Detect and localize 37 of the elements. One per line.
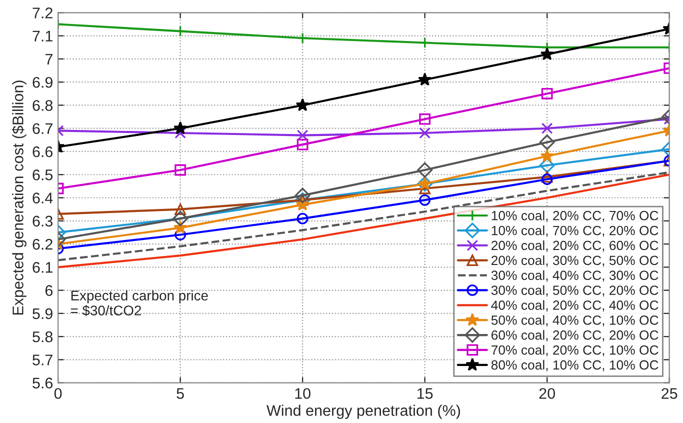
- legend-label: 70% coal, 20% CC, 10% OC: [492, 345, 658, 356]
- y-tick-label: 6.7: [32, 123, 52, 134]
- y-tick-label: 6.9: [32, 76, 52, 88]
- y-tick-label: 6.3: [32, 216, 53, 227]
- x-axis-title: Wind energy penetration (%): [266, 404, 460, 419]
- legend-label: 80% coal, 10% CC, 10% OC: [491, 360, 658, 372]
- y-tick-label: 6.4: [32, 192, 53, 204]
- legend-label: 30% coal, 40% CC, 30% OC: [491, 270, 658, 282]
- y-tick-label: 6.1: [32, 262, 52, 273]
- y-tick-label: 5.6: [32, 378, 53, 388]
- y-tick-label: 5.9: [32, 308, 52, 320]
- legend-label: 30% coal, 50% CC, 20% OC: [491, 285, 658, 297]
- y-tick-label: 6.5: [32, 169, 53, 180]
- y-tick-label: 6.6: [32, 146, 53, 158]
- legend-label: 20% coal, 30% CC, 50% OC: [492, 255, 658, 267]
- x-tick-label: 0: [54, 388, 62, 399]
- x-tick-label: 10: [295, 388, 310, 399]
- legend-label: 10% coal, 20% CC, 70% OC: [492, 210, 658, 222]
- y-tick-label: 7: [45, 54, 52, 64]
- y-tick-label: 7.2: [32, 8, 52, 18]
- y-tick-label: 7.1: [32, 30, 52, 42]
- legend-label: 10% coal, 70% CC, 20% OC: [492, 226, 658, 237]
- x-tick-label: 15: [417, 388, 433, 399]
- annotation: Expected carbon price = $30/tCO2: [70, 290, 208, 316]
- legend-label: 40% coal, 20% CC, 40% OC: [491, 300, 658, 312]
- y-axis-title: Expected generation cost ($Billion): [12, 80, 26, 315]
- y-tick-label: 6: [45, 285, 53, 296]
- x-tick-label: 5: [176, 388, 184, 399]
- y-tick-label: 6.2: [32, 238, 52, 250]
- y-tick-label: 5.7: [32, 354, 52, 366]
- legend-label: 60% coal, 20% CC, 20% OC: [492, 330, 658, 342]
- y-tick-label: 6.8: [32, 100, 53, 111]
- legend-label: 20% coal, 20% CC, 60% OC: [492, 240, 658, 252]
- y-tick-label: 5.8: [32, 331, 53, 342]
- x-tick-label: 20: [539, 388, 555, 399]
- legend-label: 50% coal, 40% CC, 10% OC: [491, 315, 658, 326]
- x-tick-label: 25: [662, 388, 678, 399]
